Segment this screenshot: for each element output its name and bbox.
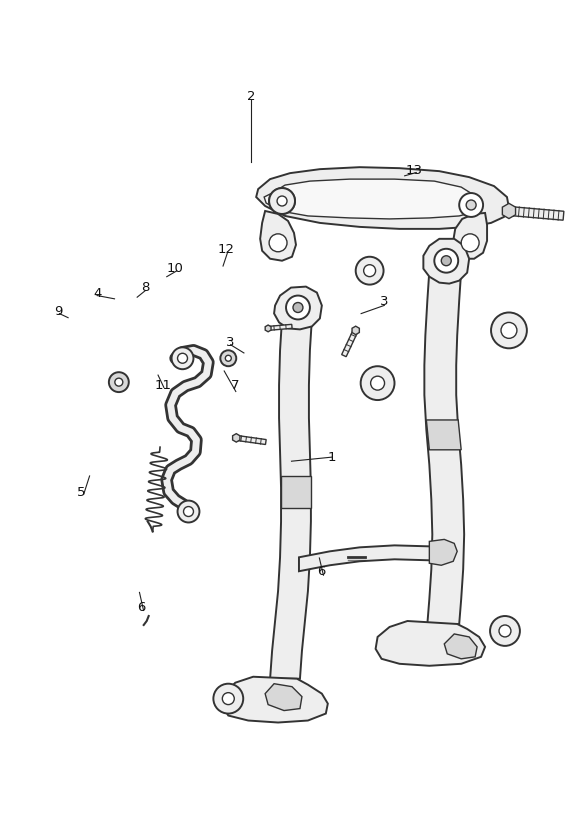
Circle shape [501,322,517,339]
Polygon shape [274,287,322,330]
Text: 2: 2 [247,90,255,103]
Polygon shape [444,634,477,659]
Polygon shape [281,475,311,508]
Circle shape [361,366,395,400]
Text: 6: 6 [318,565,326,578]
Circle shape [499,625,511,637]
Polygon shape [424,270,464,624]
Circle shape [178,500,199,522]
Text: 7: 7 [230,379,239,392]
Text: 3: 3 [380,295,389,308]
Polygon shape [233,433,240,442]
Text: 6: 6 [138,601,146,614]
Polygon shape [265,684,302,710]
Polygon shape [423,239,469,283]
Polygon shape [256,167,509,229]
Polygon shape [429,540,457,565]
Circle shape [115,378,123,386]
Text: 4: 4 [93,287,101,300]
Polygon shape [299,545,434,571]
Polygon shape [260,211,296,260]
Polygon shape [375,621,485,666]
Text: 5: 5 [77,486,86,499]
Circle shape [277,196,287,206]
Circle shape [490,616,520,646]
Circle shape [184,507,194,517]
Circle shape [459,193,483,217]
Circle shape [178,353,188,363]
Circle shape [109,372,129,392]
Text: 12: 12 [218,243,235,256]
Circle shape [461,234,479,252]
Text: 13: 13 [406,164,423,176]
Circle shape [171,347,194,369]
Circle shape [364,265,375,277]
Circle shape [466,200,476,210]
Circle shape [441,255,451,265]
Circle shape [269,188,295,214]
Circle shape [222,693,234,705]
Circle shape [220,350,236,366]
Polygon shape [352,326,359,335]
Polygon shape [236,435,266,444]
Circle shape [434,249,458,273]
Polygon shape [270,318,312,679]
Circle shape [371,377,385,390]
Polygon shape [342,330,358,357]
Polygon shape [264,179,479,219]
Polygon shape [222,677,328,723]
Polygon shape [426,420,461,450]
Polygon shape [268,325,292,330]
Text: 11: 11 [154,379,171,392]
Circle shape [356,257,384,284]
Text: 8: 8 [141,281,149,294]
Polygon shape [453,213,487,259]
Circle shape [269,234,287,252]
Circle shape [277,196,287,206]
Circle shape [293,302,303,312]
Circle shape [225,355,231,361]
Text: 9: 9 [54,306,62,318]
Polygon shape [508,207,564,220]
Text: 10: 10 [167,262,184,275]
Text: 3: 3 [226,336,235,349]
Polygon shape [265,325,271,332]
Text: 1: 1 [328,451,336,464]
Circle shape [286,296,310,320]
Circle shape [491,312,527,349]
Polygon shape [503,204,515,218]
Circle shape [213,684,243,714]
Circle shape [269,188,295,214]
